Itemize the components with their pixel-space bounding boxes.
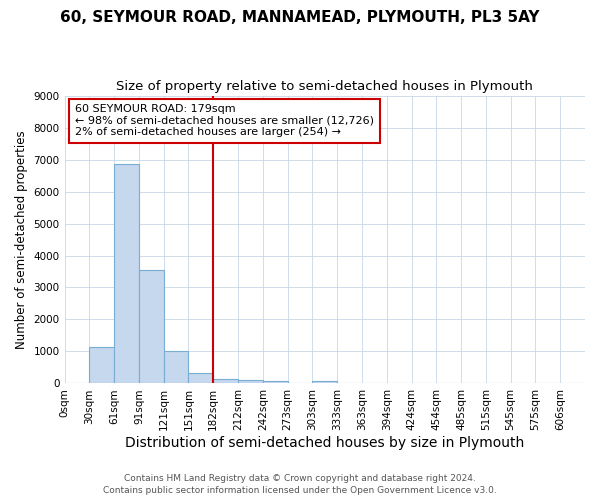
- Title: Size of property relative to semi-detached houses in Plymouth: Size of property relative to semi-detach…: [116, 80, 533, 93]
- Bar: [238, 380, 263, 384]
- Bar: [313, 380, 337, 384]
- Bar: [89, 346, 114, 384]
- Text: 60, SEYMOUR ROAD, MANNAMEAD, PLYMOUTH, PL3 5AY: 60, SEYMOUR ROAD, MANNAMEAD, PLYMOUTH, P…: [60, 10, 540, 25]
- Bar: [114, 164, 139, 384]
- Bar: [188, 373, 213, 384]
- Text: Contains HM Land Registry data © Crown copyright and database right 2024.
Contai: Contains HM Land Registry data © Crown c…: [103, 474, 497, 495]
- X-axis label: Distribution of semi-detached houses by size in Plymouth: Distribution of semi-detached houses by …: [125, 436, 524, 450]
- Text: 60 SEYMOUR ROAD: 179sqm
← 98% of semi-detached houses are smaller (12,726)
2% of: 60 SEYMOUR ROAD: 179sqm ← 98% of semi-de…: [75, 104, 374, 138]
- Bar: [164, 352, 188, 384]
- Bar: [139, 270, 164, 384]
- Bar: [213, 378, 238, 384]
- Bar: [263, 380, 287, 384]
- Y-axis label: Number of semi-detached properties: Number of semi-detached properties: [15, 130, 28, 349]
